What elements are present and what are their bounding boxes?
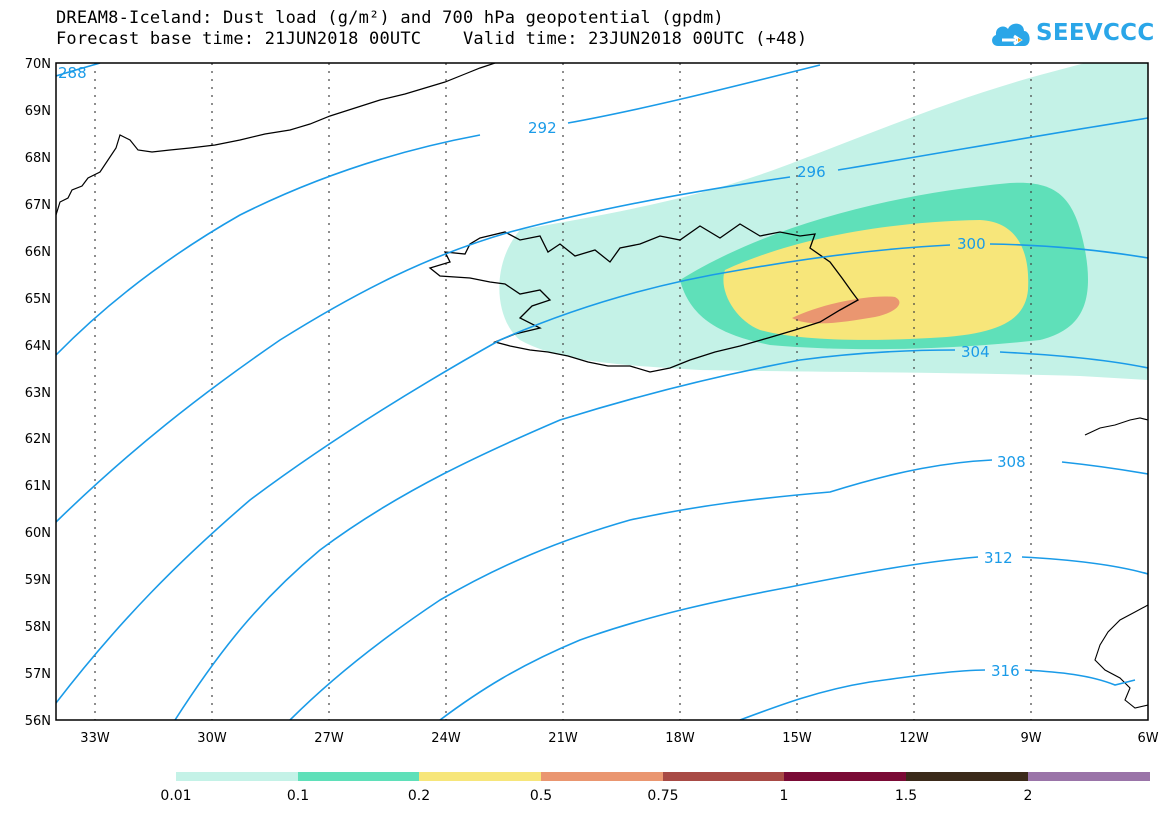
- lat-label: 64N: [25, 339, 51, 354]
- lat-label: 61N: [25, 479, 51, 494]
- legend-label: 2: [1024, 788, 1033, 804]
- lat-label: 65N: [25, 292, 51, 307]
- lat-label: 68N: [25, 151, 51, 166]
- lon-label: 27W: [314, 731, 344, 746]
- contour-316-right: [1024, 669, 1136, 686]
- contour-label: 304: [961, 343, 990, 361]
- lon-label: 12W: [899, 731, 929, 746]
- longitude-labels: 33W 30W 27W 24W 21W 18W 15W 12W 9W 6W: [80, 731, 1158, 746]
- contour-316-left: [739, 669, 986, 720]
- legend-swatch-1: [298, 772, 419, 781]
- contour-label: 308: [997, 453, 1026, 471]
- lat-label: 59N: [25, 573, 51, 588]
- cloud-icon: [992, 23, 1030, 46]
- lat-label: 58N: [25, 620, 51, 635]
- contour-296-left: [56, 176, 791, 523]
- legend-swatch-0: [176, 772, 298, 781]
- contour-308-right: [1061, 461, 1148, 475]
- legend-label: 0.1: [287, 788, 309, 804]
- logo-text: SEEVCCC: [1036, 20, 1155, 46]
- color-legend: 0.01 0.1 0.2 0.5 0.75 1 1.5 2: [160, 772, 1150, 804]
- graticule: [94, 63, 1032, 720]
- lat-label: 70N: [25, 57, 51, 72]
- lon-label: 6W: [1137, 731, 1158, 746]
- geopotential-contours: [56, 63, 1148, 720]
- legend-label: 0.2: [408, 788, 430, 804]
- legend-swatch-3: [541, 772, 663, 781]
- legend-swatch-5: [784, 772, 906, 781]
- contour-label: 292: [528, 119, 557, 137]
- contour-label: 296: [797, 163, 826, 181]
- legend-swatch-2: [419, 772, 541, 781]
- lat-label: 62N: [25, 432, 51, 447]
- legend-label: 1: [780, 788, 789, 804]
- contour-300-right: [989, 243, 1148, 259]
- legend-swatch-6: [906, 772, 1028, 781]
- lat-label: 63N: [25, 386, 51, 401]
- lat-label: 60N: [25, 526, 51, 541]
- contour-label: 300: [957, 235, 986, 253]
- lat-label: 57N: [25, 667, 51, 682]
- lat-label: 69N: [25, 104, 51, 119]
- lat-label: 67N: [25, 198, 51, 213]
- faroe-coastline: [1084, 417, 1148, 436]
- seevccc-logo: SEEVCCC: [990, 18, 1155, 48]
- map-frame: [55, 62, 1149, 721]
- lon-label: 21W: [548, 731, 578, 746]
- dust-level-0.5: [792, 296, 900, 324]
- scotland-coastline: [1094, 604, 1148, 709]
- iceland-coastline: [428, 223, 859, 373]
- map-subtitle: Forecast base time: 21JUN2018 00UTC Vali…: [56, 29, 808, 49]
- contour-308-left: [289, 459, 993, 720]
- legend-swatch-7: [1028, 772, 1150, 781]
- contour-288: [56, 63, 101, 77]
- lon-label: 30W: [197, 731, 227, 746]
- lat-label: 66N: [25, 245, 51, 260]
- contour-label: 312: [984, 549, 1013, 567]
- legend-label: 1.5: [895, 788, 917, 804]
- lon-label: 24W: [431, 731, 461, 746]
- greenland-coastline: [56, 63, 496, 216]
- contour-312-left: [439, 556, 979, 720]
- contour-312-right: [1021, 556, 1148, 575]
- contour-300-left: [56, 244, 951, 704]
- legend-label: 0.5: [530, 788, 552, 804]
- legend-swatch-4: [663, 772, 784, 781]
- contour-304-right: [999, 351, 1148, 369]
- latitude-labels: 70N 69N 68N 67N 66N 65N 64N 63N 62N 61N …: [25, 57, 51, 729]
- dust-level-0.2: [723, 220, 1029, 340]
- contour-296-right: [837, 117, 1148, 171]
- lon-label: 15W: [782, 731, 812, 746]
- lon-label: 33W: [80, 731, 110, 746]
- map-area: 288 292 296 300 304 308 312 316: [56, 63, 1148, 720]
- legend-label: 0.75: [647, 788, 678, 804]
- contour-292-left: [56, 134, 481, 356]
- contour-label: 316: [991, 662, 1020, 680]
- contour-label-group: 288 292 296 300 304 308 312 316: [58, 64, 1026, 680]
- map-title: DREAM8-Iceland: Dust load (g/m²) and 700…: [56, 8, 724, 28]
- contour-292-right: [567, 64, 821, 124]
- lat-label: 56N: [25, 714, 51, 729]
- lon-label: 9W: [1020, 731, 1041, 746]
- contour-label: 288: [58, 64, 87, 82]
- contour-304-left: [174, 349, 956, 720]
- lon-label: 18W: [665, 731, 695, 746]
- legend-label: 0.01: [160, 788, 191, 804]
